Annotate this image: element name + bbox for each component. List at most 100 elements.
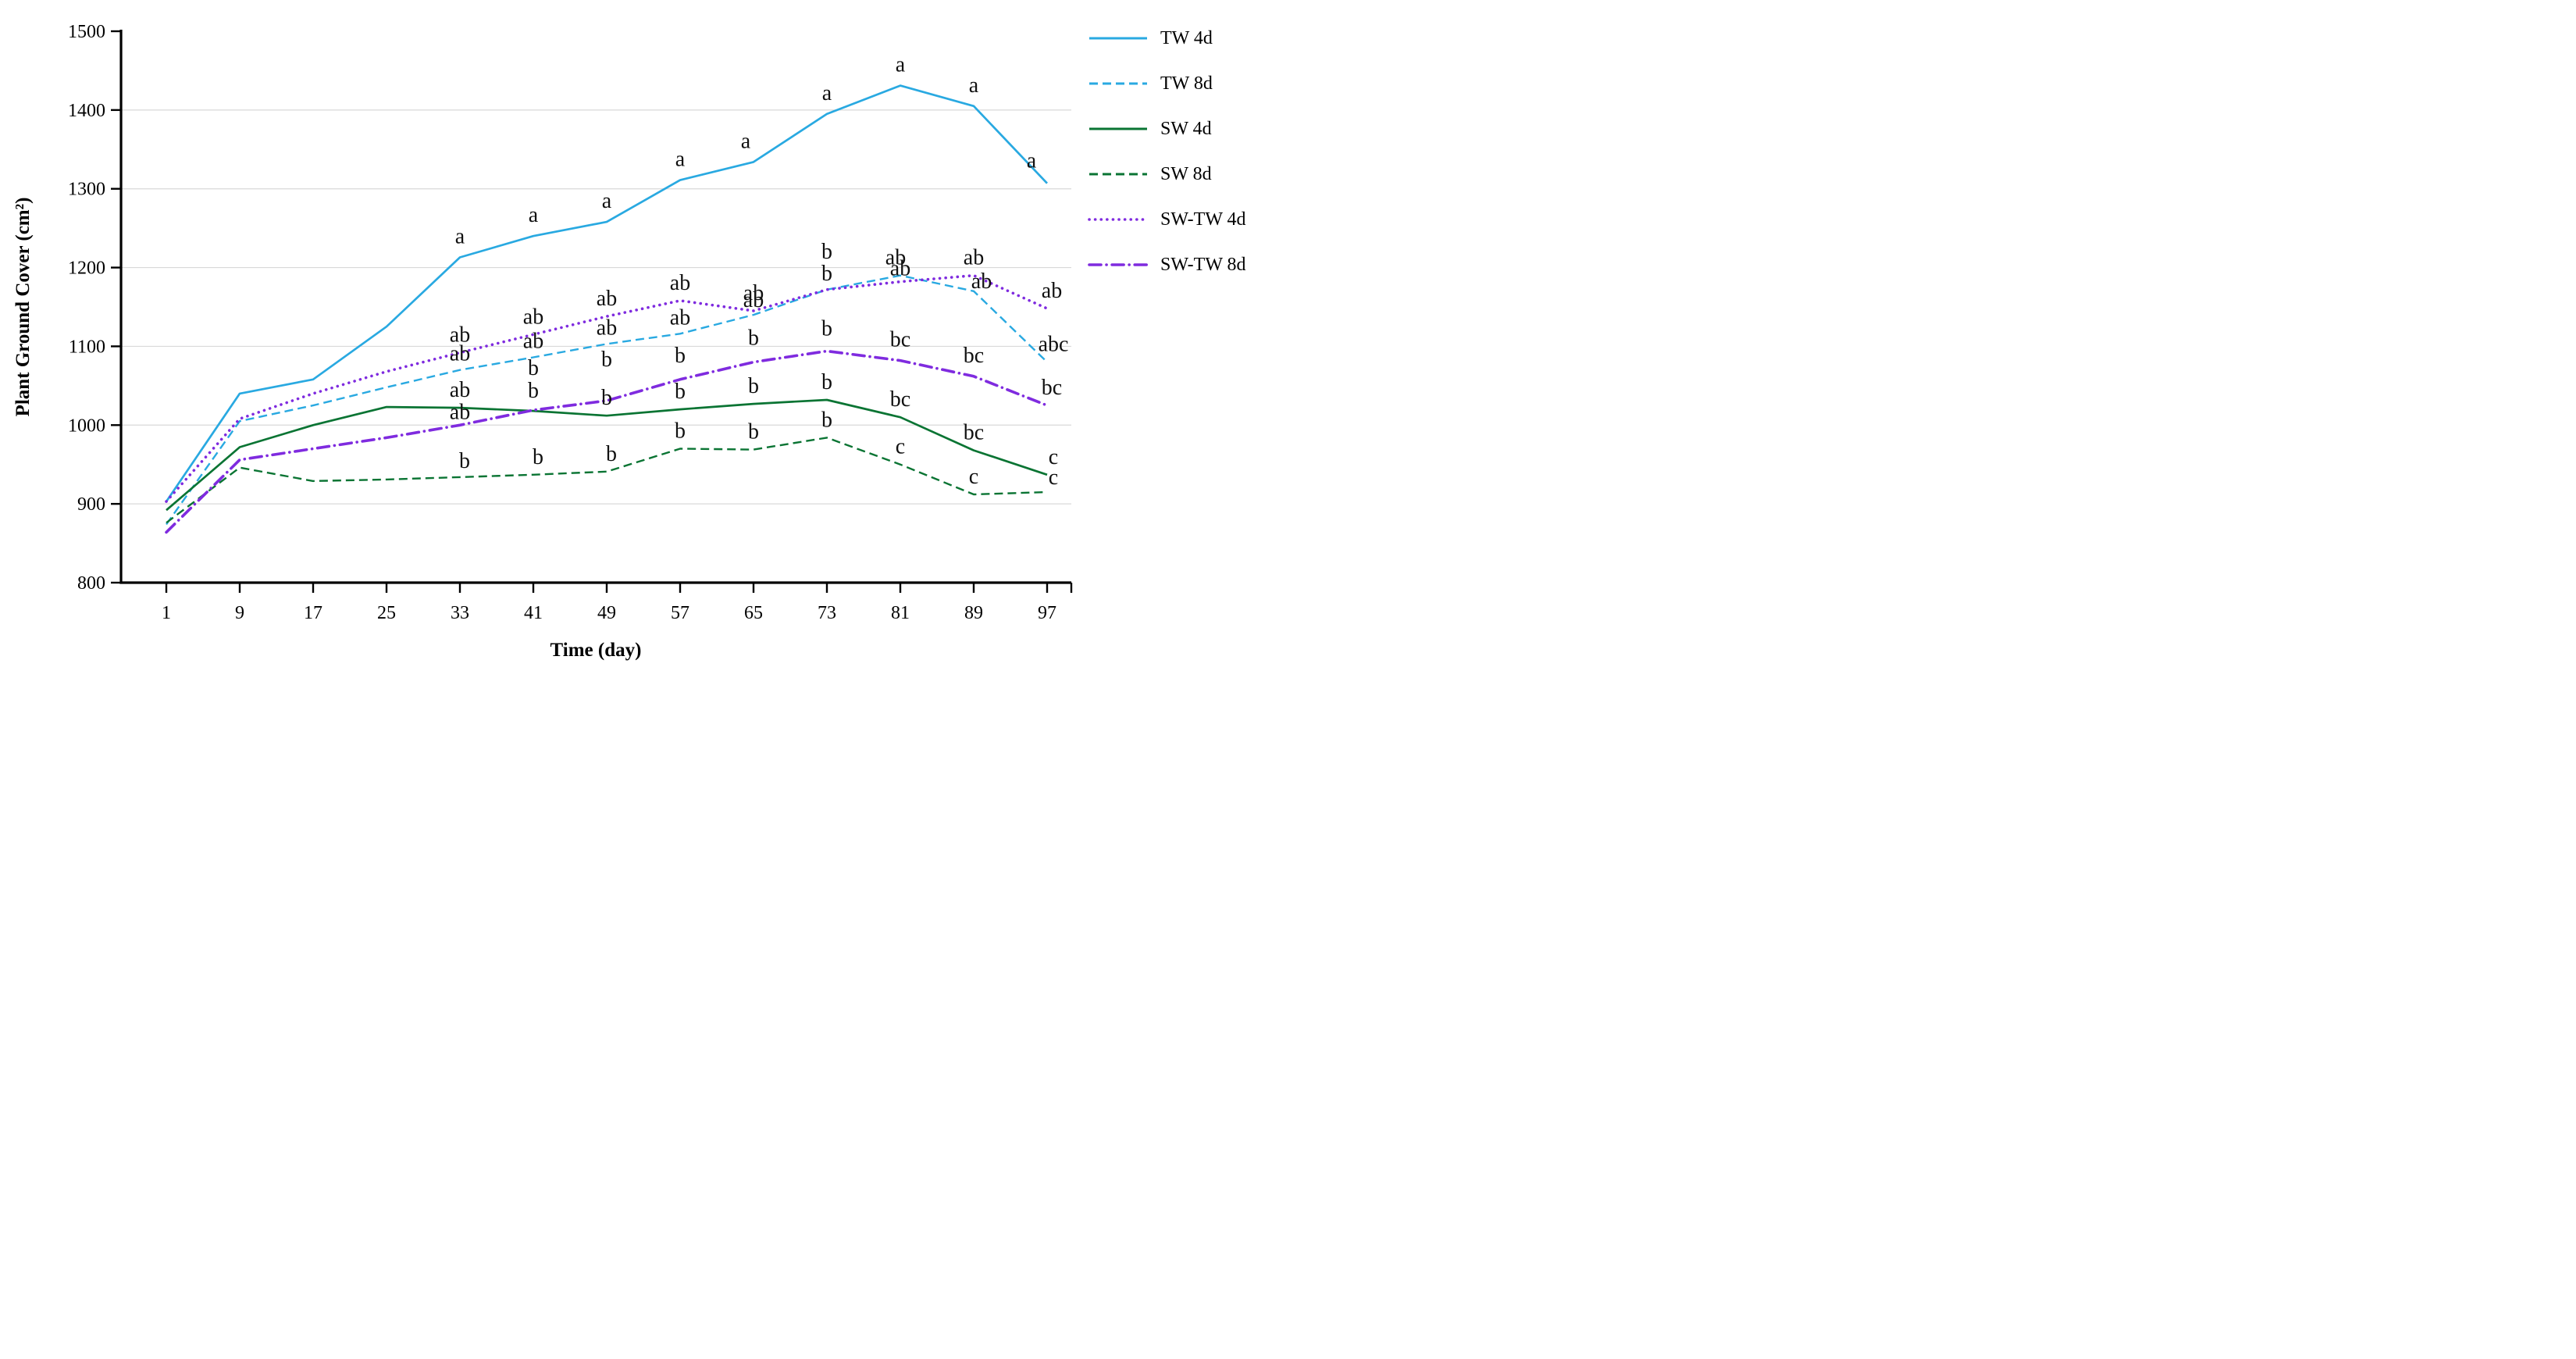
significance-letter: ab (450, 400, 470, 424)
significance-letter: a (529, 203, 539, 227)
significance-letter: ab (450, 323, 470, 347)
significance-letter: ab (670, 271, 690, 295)
significance-letter: ab (523, 305, 543, 329)
significance-letter: bc (964, 421, 984, 445)
significance-letter: ab (450, 378, 470, 402)
series-line-tw-4d (165, 84, 1048, 502)
significance-letter: bc (890, 387, 910, 412)
x-tick-label: 33 (451, 603, 469, 623)
significance-letter: ab (890, 257, 910, 281)
axes: 800 900 1000 1100 1200 1300 1400 1500 1 9 17 25 33 41… (68, 22, 1073, 623)
significance-letter: b (601, 348, 612, 372)
significance-letter: ab (743, 288, 764, 312)
legend-swatch-dashed-green-icon (1089, 173, 1147, 176)
legend-label: SW-TW 4d (1160, 209, 1246, 230)
significance-letter: ab (597, 316, 617, 340)
significance-letter: b (748, 420, 759, 444)
significance-letter: ab (450, 342, 470, 366)
gridlines (121, 109, 1071, 505)
series-line-sw-tw-8d (165, 349, 1049, 534)
y-axis-title: Plant Ground Cover (cm²) (12, 197, 34, 417)
significance-letter: ab (971, 269, 992, 294)
significance-letter: b (606, 442, 617, 466)
significance-letter: c (1049, 465, 1058, 490)
significance-letter: b (821, 262, 832, 286)
legend-label: TW 8d (1160, 73, 1213, 94)
chart-page: 800 900 1000 1100 1200 1300 1400 1500 1 9 17 25 33 41… (0, 0, 1288, 680)
y-tick-label: 1100 (69, 337, 105, 357)
significance-letter: ab (597, 287, 617, 311)
legend-swatch-solid-green-icon (1089, 127, 1147, 130)
significance-letter: ab (964, 246, 984, 270)
significance-letter: b (821, 370, 832, 394)
significance-letter: b (601, 386, 612, 410)
y-tick-label: 1200 (68, 259, 105, 279)
x-tick-label: 1 (162, 603, 171, 623)
significance-letter: b (459, 449, 470, 473)
significance-letter: bc (1042, 376, 1062, 400)
x-tick-label: 49 (597, 603, 616, 623)
y-tick-label: 1000 (68, 416, 105, 436)
series-line-sw-4d (166, 398, 1048, 512)
legend-label: TW 4d (1160, 27, 1213, 48)
significance-letter: b (675, 380, 686, 404)
line-chart: 800 900 1000 1100 1200 1300 1400 1500 1 9 17 25 33 41… (68, 22, 1073, 623)
significance-letter: a (455, 224, 465, 248)
x-tick-label: 9 (235, 603, 244, 623)
significance-letters: aababababbaababbbbaababbbbaababbbbaababb… (450, 53, 1069, 490)
legend-item-sw-4d: SW 4d (1087, 119, 1246, 139)
legend-swatch-dotted-purple-icon (1088, 218, 1149, 221)
significance-letter: ab (885, 246, 906, 270)
y-tick-label: 1500 (68, 22, 105, 42)
significance-letter: b (821, 240, 832, 264)
legend-swatch-dashed-blue-icon (1089, 82, 1147, 85)
legend: TW 4d TW 8d SW 4d SW 8d SW-TW 4d SW-TW 8… (1087, 28, 1246, 300)
x-tick-label: 25 (377, 603, 396, 623)
x-tick-label: 81 (891, 603, 910, 623)
significance-letter: a (741, 129, 751, 153)
legend-item-tw-4d: TW 4d (1087, 28, 1246, 48)
significance-letter: bc (964, 344, 984, 368)
x-axis-title: Time (day) (550, 640, 642, 661)
significance-letter: bc (890, 328, 910, 352)
legend-swatch-solid-blue-icon (1089, 37, 1147, 40)
x-tick-label: 89 (964, 603, 983, 623)
x-tick-label: 73 (818, 603, 836, 623)
significance-letter: b (821, 316, 832, 341)
significance-letter: a (896, 53, 906, 77)
significance-letter: ab (1042, 279, 1062, 303)
significance-letter: b (528, 356, 539, 380)
y-tick-label: 800 (77, 573, 105, 594)
x-tick-label: 97 (1038, 603, 1056, 623)
y-tick-label: 1300 (68, 180, 105, 200)
legend-item-sw-tw-8d: SW-TW 8d (1087, 255, 1246, 275)
significance-letter: a (602, 189, 612, 213)
significance-letter: c (896, 435, 905, 459)
significance-letter: b (748, 374, 759, 398)
series-line-tw-8d (166, 274, 1048, 526)
x-tick-label: 17 (304, 603, 322, 623)
series-line-sw-8d (166, 437, 1048, 524)
legend-label: SW 4d (1160, 118, 1212, 139)
significance-letter: ab (523, 330, 543, 354)
x-tick-label: 41 (524, 603, 543, 623)
significance-letter: b (675, 419, 686, 444)
significance-letter: a (675, 148, 686, 172)
significance-letter: abc (1039, 333, 1069, 357)
legend-swatch-dashdot-purple-icon (1088, 263, 1149, 266)
legend-label: SW-TW 8d (1160, 254, 1246, 275)
significance-letter: c (969, 465, 978, 489)
y-tick-label: 1400 (68, 101, 105, 121)
x-tick-label: 57 (671, 603, 689, 623)
legend-item-sw-tw-4d: SW-TW 4d (1087, 209, 1246, 230)
significance-letter: ab (743, 281, 764, 305)
significance-letter: c (1049, 445, 1058, 469)
significance-letter: b (748, 326, 759, 351)
significance-letter: ab (670, 305, 690, 330)
legend-item-sw-8d: SW 8d (1087, 164, 1246, 184)
legend-label: SW 8d (1160, 163, 1212, 184)
y-tick-label: 900 (77, 494, 105, 515)
significance-letter: b (533, 445, 543, 469)
legend-item-tw-8d: TW 8d (1087, 73, 1246, 94)
significance-letter: b (821, 408, 832, 432)
